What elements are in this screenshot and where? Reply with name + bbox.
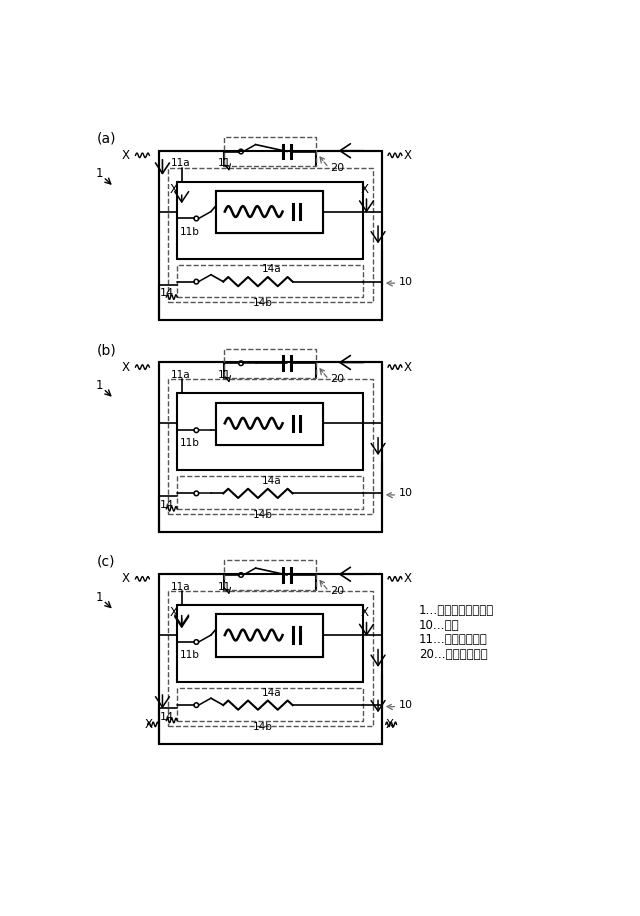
Text: X: X [361,182,369,196]
Text: X: X [170,606,177,619]
Bar [216,191,323,233]
Text: 1: 1 [95,591,103,604]
Bar [168,168,372,302]
Text: 11a: 11a [171,158,191,168]
Text: 14b: 14b [253,510,273,520]
Bar [159,574,382,744]
Bar [177,393,364,470]
Text: 11b: 11b [180,226,200,236]
Bar [177,688,364,721]
Text: X: X [122,361,130,374]
Text: 10…車両: 10…車両 [419,618,460,631]
Bar [224,136,316,166]
Text: 11b: 11b [180,439,200,448]
Text: X: X [122,572,130,585]
Text: 11: 11 [218,582,231,592]
Text: 20: 20 [330,586,344,596]
Text: X: X [170,182,177,196]
Text: X: X [403,149,412,162]
Text: X: X [145,718,153,731]
Text: 11a: 11a [171,370,191,380]
Text: 11: 11 [218,158,231,168]
Text: 11b: 11b [180,650,200,660]
Text: (b): (b) [97,344,116,357]
Text: (a): (a) [97,131,116,146]
Bar [177,265,364,297]
Text: 14a: 14a [262,476,282,486]
Bar [159,363,382,532]
Bar [159,151,382,320]
Text: X: X [403,572,412,585]
Text: X: X [386,718,394,731]
Text: X: X [361,606,369,619]
Bar [168,379,372,514]
Text: 1…充電制御システム: 1…充電制御システム [419,604,494,616]
Text: 1: 1 [95,168,103,180]
Text: 14: 14 [160,712,174,722]
Text: (c): (c) [97,555,115,569]
Bar [224,349,316,378]
Text: 14: 14 [160,289,174,299]
Bar [224,561,316,590]
Text: 14a: 14a [262,265,282,274]
Text: 1: 1 [95,379,103,392]
Text: 14b: 14b [253,722,273,732]
Text: 20: 20 [330,375,344,385]
Text: 10: 10 [399,700,413,710]
Bar [168,591,372,725]
Text: 10: 10 [399,488,413,498]
Text: 11: 11 [218,370,231,380]
Text: 11a: 11a [171,582,191,592]
Text: 20: 20 [330,163,344,173]
Bar [216,615,323,657]
Text: 20…外部充電装置: 20…外部充電装置 [419,648,488,660]
Bar [177,476,364,508]
Bar [177,181,364,258]
Text: 14b: 14b [253,299,273,308]
Bar [177,605,364,682]
Text: X: X [122,149,130,162]
Bar [216,402,323,445]
Text: 14: 14 [160,500,174,510]
Text: 14a: 14a [262,688,282,698]
Text: 10: 10 [399,277,413,287]
Text: X: X [403,361,412,374]
Text: 11…車載バッテリ: 11…車載バッテリ [419,633,488,646]
